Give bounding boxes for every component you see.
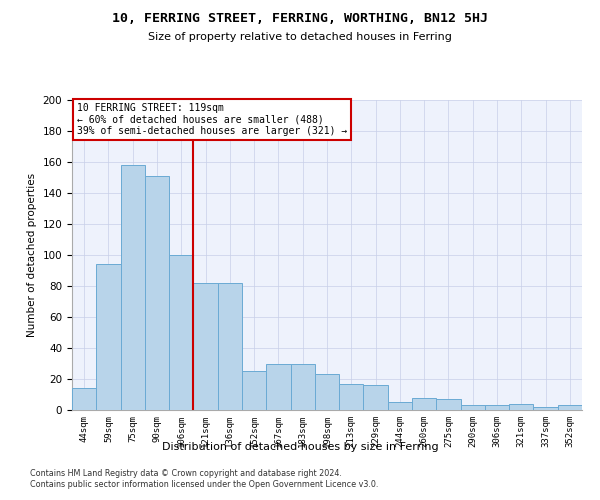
Bar <box>242 371 266 410</box>
Bar <box>436 399 461 410</box>
Bar <box>121 165 145 410</box>
Text: Contains HM Land Registry data © Crown copyright and database right 2024.: Contains HM Land Registry data © Crown c… <box>30 468 342 477</box>
Bar <box>72 388 96 410</box>
Y-axis label: Number of detached properties: Number of detached properties <box>27 173 37 337</box>
Bar <box>412 398 436 410</box>
Bar <box>218 283 242 410</box>
Bar <box>290 364 315 410</box>
Bar <box>485 406 509 410</box>
Bar <box>558 406 582 410</box>
Bar <box>533 407 558 410</box>
Bar <box>193 283 218 410</box>
Bar <box>96 264 121 410</box>
Text: Size of property relative to detached houses in Ferring: Size of property relative to detached ho… <box>148 32 452 42</box>
Bar <box>145 176 169 410</box>
Bar <box>364 385 388 410</box>
Text: 10, FERRING STREET, FERRING, WORTHING, BN12 5HJ: 10, FERRING STREET, FERRING, WORTHING, B… <box>112 12 488 26</box>
Bar <box>169 255 193 410</box>
Bar <box>461 406 485 410</box>
Text: Distribution of detached houses by size in Ferring: Distribution of detached houses by size … <box>161 442 439 452</box>
Bar <box>388 402 412 410</box>
Text: Contains public sector information licensed under the Open Government Licence v3: Contains public sector information licen… <box>30 480 379 489</box>
Bar <box>509 404 533 410</box>
Bar <box>339 384 364 410</box>
Bar <box>315 374 339 410</box>
Bar <box>266 364 290 410</box>
Text: 10 FERRING STREET: 119sqm
← 60% of detached houses are smaller (488)
39% of semi: 10 FERRING STREET: 119sqm ← 60% of detac… <box>77 103 347 136</box>
